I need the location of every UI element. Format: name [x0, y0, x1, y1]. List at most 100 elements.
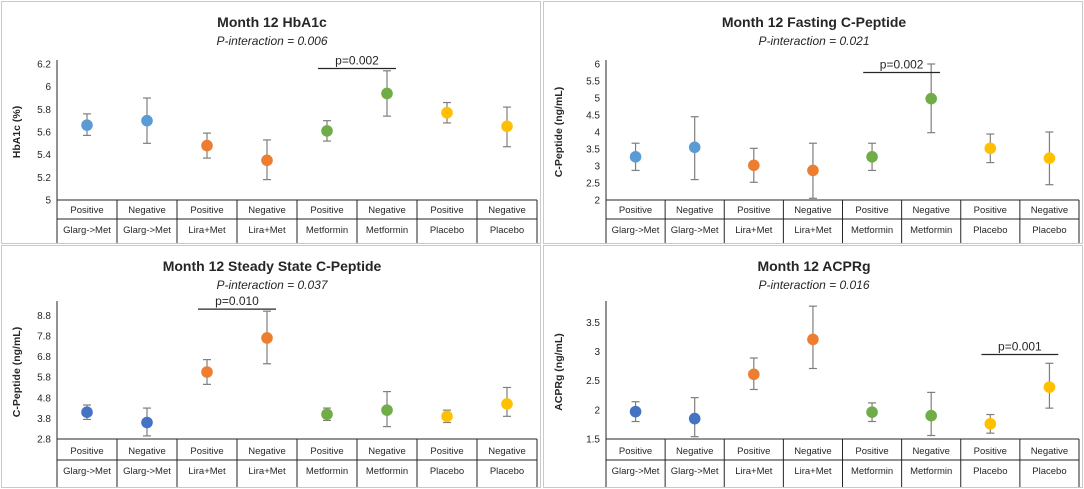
x-tick-label-top: Positive — [70, 205, 103, 216]
chart-svg: Month 12 HbA1c P-interaction = 0.006 HbA1c… — [11, 14, 538, 243]
y-axis-label: C-Peptide (ng/mL) — [11, 327, 23, 417]
x-tick-label-bottom: Glarg->Met — [612, 466, 660, 477]
y-tick-label: 5.2 — [37, 173, 51, 184]
data-point — [866, 151, 878, 163]
x-tick-label-top: Negative — [912, 446, 950, 457]
x-tick-label-top: Negative — [368, 446, 406, 457]
x-tick-label-bottom: Glarg->Met — [63, 225, 111, 236]
x-tick-label-top: Negative — [248, 446, 286, 457]
data-point — [321, 125, 333, 137]
x-tick-label-bottom: Glarg->Met — [671, 466, 719, 477]
data-point — [688, 141, 701, 154]
data-point — [807, 333, 819, 346]
x-tick-label-bottom: Metformin — [366, 225, 408, 236]
chart-title: Month 12 Fasting C-Peptide — [722, 14, 907, 30]
y-tick-label: 8.8 — [37, 311, 51, 322]
x-tick-label-bottom: Lira+Met — [735, 466, 773, 477]
data-point — [261, 154, 273, 167]
chart-panel-1: Month 12 HbA1c P-interaction = 0.006 HbA1c… — [1, 1, 541, 244]
x-tick-label-top: Negative — [1031, 205, 1069, 216]
x-tick-label-top: Negative — [488, 446, 526, 457]
data-point — [381, 404, 393, 416]
x-tick-label-bottom: Placebo — [973, 466, 1007, 477]
x-tick-label-top: Positive — [619, 205, 652, 216]
x-tick-label-top: Positive — [310, 205, 343, 216]
y-tick-label: 5 — [594, 94, 600, 105]
x-tick-label-top: Negative — [368, 205, 406, 216]
y-tick-label: 3.8 — [37, 414, 51, 425]
y-tick-label: 4.8 — [37, 393, 51, 404]
y-tick-label: 6 — [594, 60, 600, 71]
y-tick-label: 1.5 — [586, 435, 600, 446]
x-tick-label-top: Negative — [676, 446, 714, 457]
x-tick-label-top: Positive — [737, 446, 770, 457]
chart-subtitle: P-interaction = 0.021 — [758, 34, 869, 48]
y-tick-label: 2.5 — [586, 179, 600, 190]
x-tick-label-bottom: Lira+Met — [188, 225, 226, 236]
x-tick-label-top: Negative — [488, 205, 526, 216]
x-tick-label-bottom: Lira+Met — [794, 225, 832, 236]
x-tick-label-bottom: Metformin — [306, 225, 348, 236]
chart-panel-3: Month 12 Steady State C-Peptide P-interac… — [1, 245, 541, 488]
data-point — [501, 398, 513, 410]
x-tick-label-bottom: Metformin — [851, 225, 893, 236]
data-point — [441, 410, 453, 423]
data-point — [201, 139, 213, 152]
x-tick-label-top: Positive — [430, 446, 463, 457]
data-point — [141, 114, 153, 127]
x-tick-label-bottom: Placebo — [490, 466, 524, 477]
data-point — [866, 406, 878, 418]
x-tick-label-top: Positive — [619, 446, 652, 457]
chart-subtitle: P-interaction = 0.006 — [216, 34, 327, 48]
data-point — [807, 164, 819, 177]
y-tick-label: 2 — [594, 405, 600, 416]
x-tick-label-bottom: Lira+Met — [248, 225, 286, 236]
x-tick-label-bottom: Glarg->Met — [612, 225, 660, 236]
x-tick-label-bottom: Placebo — [1032, 225, 1066, 236]
y-tick-label: 5.4 — [37, 150, 51, 161]
y-tick-label: 3 — [594, 162, 600, 173]
x-tick-label-top: Negative — [794, 446, 832, 457]
x-tick-label-top: Positive — [855, 205, 888, 216]
y-tick-label: 7.8 — [37, 331, 51, 342]
x-tick-label-bottom: Glarg->Met — [671, 225, 719, 236]
x-tick-label-top: Positive — [430, 205, 463, 216]
x-tick-label-top: Negative — [248, 205, 286, 216]
y-tick-label: 3.5 — [586, 318, 600, 329]
significance-label: p=0.001 — [998, 340, 1042, 354]
x-tick-label-bottom: Metformin — [366, 466, 408, 477]
y-tick-label: 4.5 — [586, 111, 600, 122]
significance-label: p=0.010 — [215, 294, 259, 308]
data-point — [501, 120, 513, 133]
data-point — [629, 151, 642, 163]
data-point — [201, 366, 213, 378]
y-tick-label: 6 — [45, 82, 51, 93]
y-tick-label: 5.8 — [37, 373, 51, 384]
y-tick-label: 5 — [45, 196, 51, 207]
chart-title: Month 12 Steady State C-Peptide — [163, 258, 382, 274]
x-tick-label-bottom: Metformin — [306, 466, 348, 477]
data-point — [748, 159, 760, 172]
x-tick-label-top: Positive — [310, 446, 343, 457]
x-tick-label-bottom: Metformin — [910, 466, 952, 477]
x-tick-label-top: Positive — [855, 446, 888, 457]
x-tick-label-top: Positive — [190, 205, 223, 216]
y-tick-label: 5.5 — [586, 77, 600, 88]
x-tick-label-bottom: Metformin — [910, 225, 952, 236]
x-tick-label-top: Positive — [190, 446, 223, 457]
data-point — [629, 405, 642, 418]
x-tick-label-bottom: Lira+Met — [794, 466, 832, 477]
data-point — [925, 92, 937, 105]
x-tick-label-bottom: Placebo — [490, 225, 524, 236]
significance-label: p=0.002 — [880, 58, 924, 72]
x-tick-label-top: Negative — [676, 205, 714, 216]
x-tick-label-bottom: Glarg->Met — [63, 466, 111, 477]
x-tick-label-bottom: Lira+Met — [735, 225, 773, 236]
chart-panel-2: Month 12 Fasting C-Peptide P-interaction … — [543, 1, 1083, 244]
significance-label: p=0.002 — [335, 54, 379, 68]
x-tick-label-top: Negative — [128, 446, 166, 457]
y-tick-label: 4 — [594, 128, 600, 139]
x-tick-label-top: Negative — [912, 205, 950, 216]
data-point — [925, 409, 937, 422]
